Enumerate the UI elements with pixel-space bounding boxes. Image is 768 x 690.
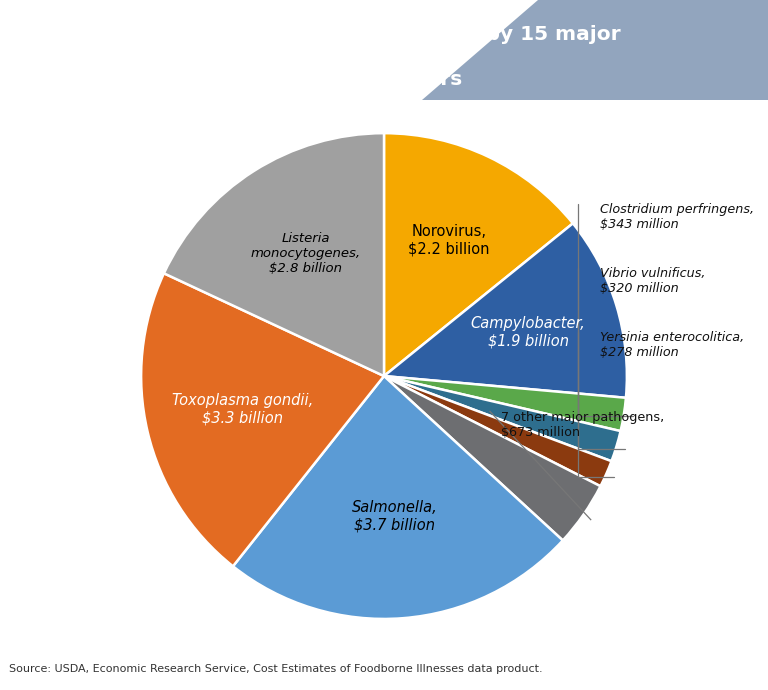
Wedge shape <box>384 376 611 486</box>
Text: Norovirus,
$2.2 billion: Norovirus, $2.2 billion <box>408 224 490 257</box>
Text: 7 other major pathogens,
$673 million: 7 other major pathogens, $673 million <box>501 411 664 439</box>
Polygon shape <box>422 0 768 100</box>
Text: Yersinia enterocolitica,
$278 million: Yersinia enterocolitica, $278 million <box>601 331 744 359</box>
Text: Clostridium perfringens,
$343 million: Clostridium perfringens, $343 million <box>601 203 754 231</box>
Wedge shape <box>384 376 626 431</box>
Wedge shape <box>233 376 563 619</box>
Text: U.S. foodborne pathogens, 2013 dollars: U.S. foodborne pathogens, 2013 dollars <box>9 70 462 89</box>
Wedge shape <box>141 273 384 566</box>
Wedge shape <box>384 376 621 461</box>
Wedge shape <box>384 224 627 398</box>
Text: Listeria
monocytogenes,
$2.8 billion: Listeria monocytogenes, $2.8 billion <box>250 232 361 275</box>
Wedge shape <box>164 133 384 376</box>
Text: Campylobacter,
$1.9 billion: Campylobacter, $1.9 billion <box>471 316 585 348</box>
Text: Toxoplasma gondii,
$3.3 billion: Toxoplasma gondii, $3.3 billion <box>171 393 313 426</box>
Text: Vibrio vulnificus,
$320 million: Vibrio vulnificus, $320 million <box>601 267 706 295</box>
Text: Source: USDA, Economic Research Service, Cost Estimates of Foodborne Illnesses d: Source: USDA, Economic Research Service,… <box>9 664 543 674</box>
Wedge shape <box>384 133 573 376</box>
Wedge shape <box>384 376 601 540</box>
Text: Salmonella,
$3.7 billion: Salmonella, $3.7 billion <box>352 500 438 533</box>
Text: Estimated yearly cost of illnesses caused by 15 major: Estimated yearly cost of illnesses cause… <box>9 25 621 44</box>
